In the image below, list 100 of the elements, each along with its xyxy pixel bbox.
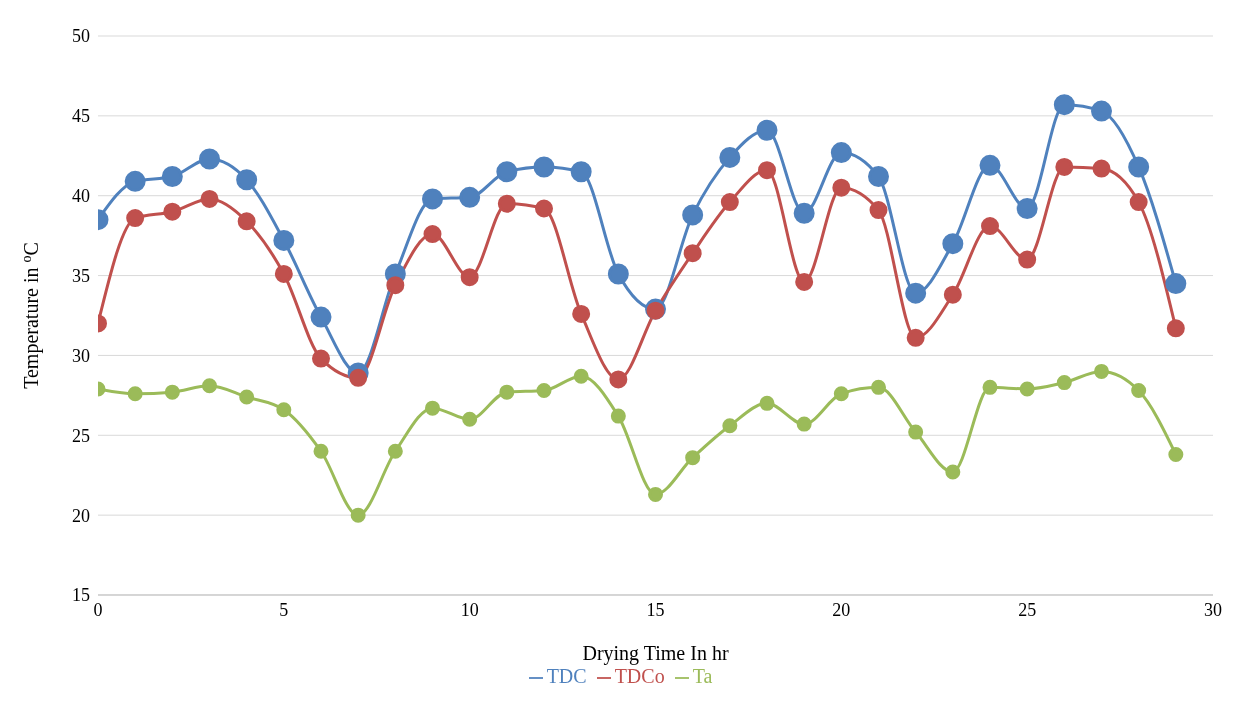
point [533,156,555,178]
x-tick-label: 25 [1018,599,1037,620]
point [722,418,738,434]
point [868,166,889,188]
x-tick-label: 15 [646,599,665,620]
y-tick-label: 50 [72,26,90,47]
y-tick-label: 40 [72,186,90,207]
point [795,272,814,291]
point [459,186,481,208]
point [199,148,220,170]
y-tick-label: 45 [72,106,90,127]
point [685,450,701,466]
point [570,161,592,183]
point [1129,193,1148,212]
point [906,328,925,347]
point [499,384,515,400]
point [460,268,479,287]
point [1165,273,1187,295]
point [609,370,628,389]
point [1168,446,1184,462]
point [124,170,146,192]
point [759,395,775,411]
point [1019,381,1035,397]
x-tick-label: 5 [279,599,289,620]
point [535,199,553,218]
point [1053,94,1075,116]
y-tick-label: 20 [72,505,90,526]
point [387,443,403,459]
legend-label: TDCo [614,665,665,687]
point [793,202,815,224]
y-tick-label: 35 [72,265,90,286]
point [1016,197,1038,219]
point [982,379,998,395]
point [648,486,663,502]
point [905,282,927,304]
point [1128,156,1150,178]
x-tick-label: 10 [460,599,479,620]
point [942,233,964,255]
point [945,464,961,480]
point [610,408,626,424]
point [239,389,255,405]
point [719,146,741,168]
point [720,193,739,212]
point [1094,363,1109,379]
point [871,379,886,395]
point [607,263,629,285]
point [682,204,704,226]
point [833,386,849,402]
point [869,201,888,220]
point [832,178,851,197]
y-tick-label: 30 [72,345,90,366]
point [422,188,443,210]
point [200,189,219,208]
point [349,368,368,387]
legend-label: TDC [546,665,587,687]
point [313,443,329,459]
point [1166,319,1185,338]
point [830,142,852,164]
x-tick-label: 0 [93,599,103,620]
point [237,212,256,231]
y-tick-label: 15 [72,585,90,606]
point [274,264,293,283]
point [350,507,366,523]
legend-label: Ta [692,665,713,687]
point [425,400,440,416]
point [126,209,145,228]
x-tick-label: 30 [1204,599,1222,620]
point [163,202,182,221]
point [312,349,330,368]
point [164,384,180,400]
x-axis-title: Drying Time In hr [582,642,729,665]
point [386,276,405,295]
point [572,304,591,323]
point [908,424,924,440]
point [1131,383,1147,399]
point [758,161,776,180]
point [1018,250,1037,269]
point [1091,100,1112,122]
point [979,154,1001,176]
point [161,166,183,188]
point [981,217,999,236]
x-tick-label: 20 [832,599,851,620]
point [310,306,332,328]
point [796,416,812,432]
point [497,194,516,213]
y-tick-label: 25 [72,425,90,446]
point [423,225,442,244]
point [573,368,589,384]
point [943,285,962,304]
point [236,169,258,191]
point [202,378,217,394]
point [536,383,552,399]
point [756,119,778,141]
point [496,161,518,183]
point [1055,157,1074,176]
point [462,411,478,427]
point [683,244,702,263]
point [1092,159,1111,178]
point [1056,375,1072,391]
point [127,386,143,402]
